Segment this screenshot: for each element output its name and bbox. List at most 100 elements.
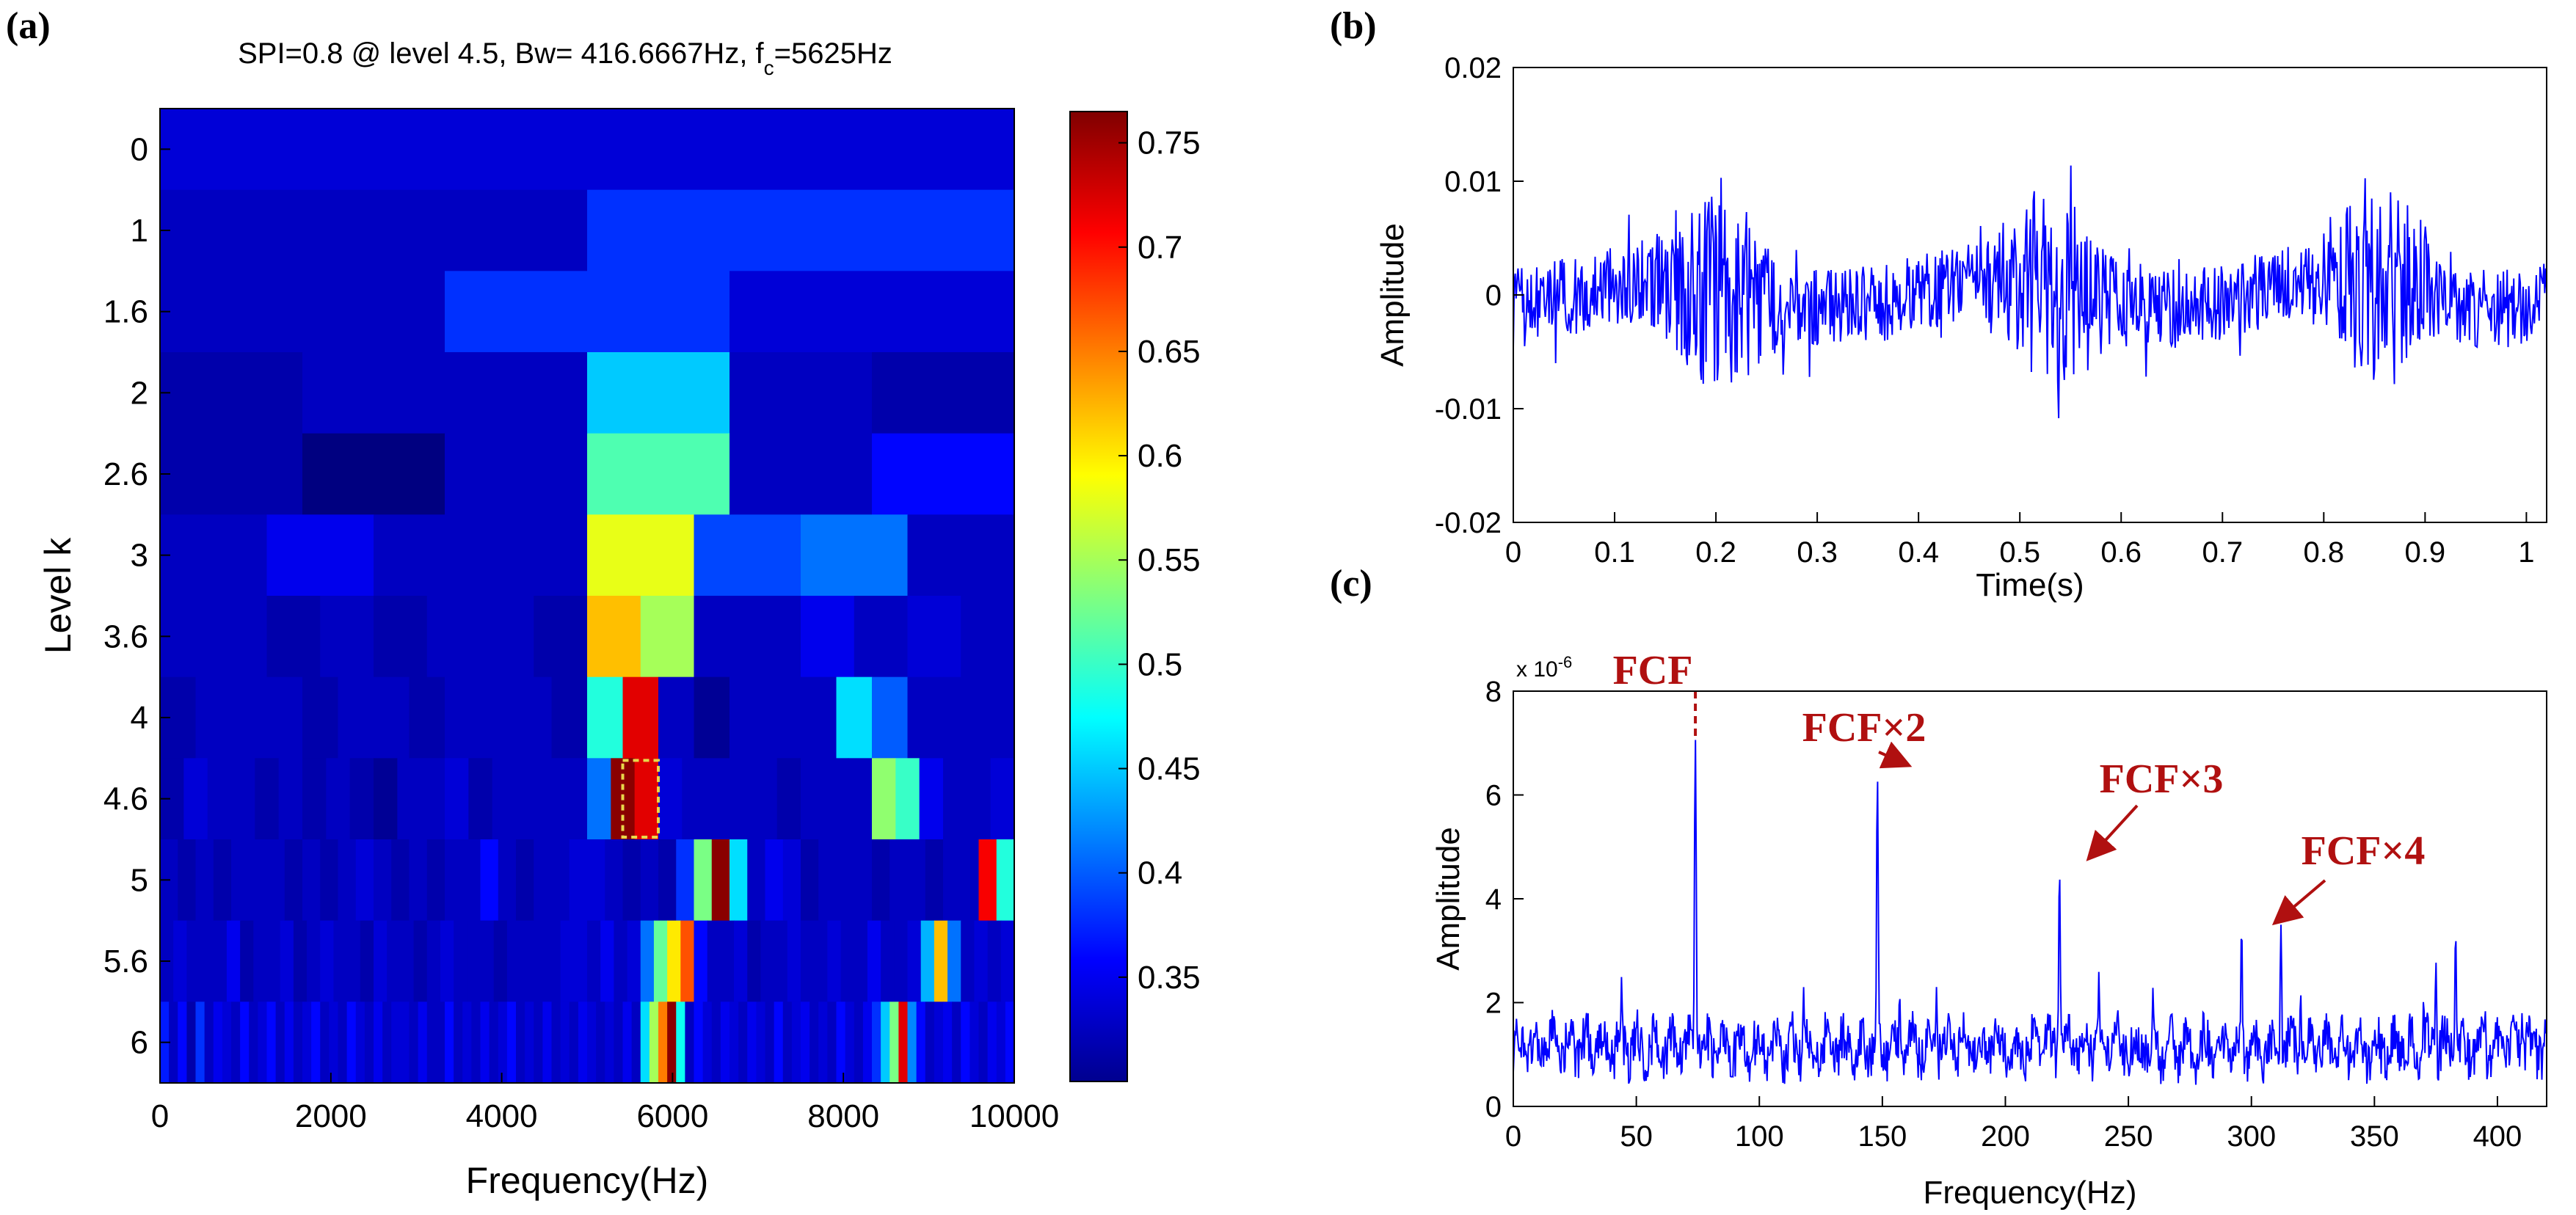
heatmap-y-tick-label: 3 — [131, 538, 148, 574]
heatmap-x-tick-label: 10000 — [969, 1098, 1059, 1134]
heatmap-cell — [186, 1001, 197, 1084]
spectrum-y-tick-label: 4 — [1485, 883, 1502, 916]
heatmap-cell — [848, 758, 873, 840]
heatmap-cell — [747, 596, 801, 678]
heatmap-cell — [560, 1001, 570, 1084]
heatmap-cell — [765, 1001, 775, 1084]
heatmap-cell — [747, 839, 766, 922]
heatmap-cell — [525, 1001, 534, 1084]
heatmap-cell — [634, 758, 659, 840]
spectrum-y-tick-label: 2 — [1485, 988, 1502, 1020]
heatmap-cell — [471, 1001, 481, 1084]
heatmap-x-tick-label: 6000 — [636, 1098, 708, 1134]
time-x-tick-label: 0.1 — [1594, 536, 1635, 569]
heatmap-cell — [231, 676, 268, 759]
spectrum-y-ticks: 0 2 4 6 8 — [1485, 676, 1524, 1123]
heatmap-x-tick-label: 2000 — [295, 1098, 367, 1134]
heatmap-cell — [302, 758, 327, 840]
heatmap-cell — [391, 1001, 401, 1084]
heatmap-y-tick-label: 2 — [131, 375, 148, 411]
heatmap-cell — [400, 1001, 410, 1084]
time-x-ticks: 0 0.1 0.2 0.3 0.4 0.5 0.6 0.7 0.8 0.9 1 — [1505, 512, 2535, 569]
heatmap-cell — [506, 1001, 517, 1084]
heatmap-cell — [311, 1001, 321, 1084]
heatmap-cell — [204, 1001, 214, 1084]
heatmap-cell — [498, 1001, 508, 1084]
heatmap-cell — [774, 920, 788, 1002]
heatmap-cell — [547, 920, 561, 1002]
arrow-fcf-x4 — [2271, 879, 2326, 926]
spectrum-y-tick-label: 8 — [1485, 676, 1502, 708]
heatmap-cell — [207, 758, 232, 840]
colorbar-tick-label: 0.7 — [1138, 230, 1182, 266]
heatmap-cell — [990, 758, 1015, 840]
heatmap-cell — [943, 758, 967, 840]
heatmap-cell — [854, 596, 909, 678]
heatmap-cell — [387, 920, 401, 1002]
time-x-tick-label: 0.2 — [1695, 536, 1736, 569]
heatmap-cell — [338, 1001, 348, 1084]
heatmap-cell — [872, 1001, 881, 1084]
heatmap-cell — [440, 920, 454, 1002]
heatmap-x-label: Frequency(Hz) — [466, 1160, 709, 1201]
heatmap-cell — [492, 758, 517, 840]
heatmap-cell — [275, 1001, 285, 1084]
heatmap-cell — [160, 189, 588, 271]
time-y-tick-label: -0.01 — [1435, 393, 1502, 426]
heatmap-cell — [729, 271, 1015, 353]
heatmap-cell — [462, 839, 481, 922]
heatmap-cell — [729, 1001, 739, 1084]
heatmap-cell — [587, 839, 605, 922]
heatmap-cell — [729, 676, 766, 759]
heatmap-cell — [738, 1001, 748, 1084]
heatmap-cell — [667, 920, 681, 1002]
heatmap-cell — [551, 676, 588, 759]
heatmap-cell — [346, 1001, 357, 1084]
heatmap-cell — [587, 433, 730, 515]
heatmap-x-tick-label: 8000 — [807, 1098, 879, 1134]
heatmap-cell — [707, 920, 721, 1002]
heatmap-cell — [445, 1001, 454, 1084]
time-y-tick-label: 0.02 — [1444, 52, 1502, 84]
heatmap-cell — [756, 1001, 766, 1084]
heatmap-cell — [360, 920, 374, 1002]
heatmap-cell — [801, 676, 837, 759]
heatmap-cell — [489, 1001, 499, 1084]
time-y-tick-label: -0.02 — [1435, 507, 1502, 539]
time-y-tick-label: 0 — [1485, 280, 1502, 312]
heatmap-cell — [605, 839, 624, 922]
heatmap-cell — [907, 596, 961, 678]
heatmap-cell — [1000, 920, 1015, 1002]
time-x-label: Time(s) — [1976, 567, 2084, 603]
heatmap-y-label: Level k — [37, 537, 79, 654]
heatmap-cell — [454, 920, 467, 1002]
heatmap-cell — [454, 1001, 463, 1084]
heatmap-cell — [734, 920, 748, 1002]
heatmap-cell — [978, 676, 1015, 759]
time-x-tick-label: 0.8 — [2304, 536, 2345, 569]
spectrum-y-tick-label: 6 — [1485, 780, 1502, 812]
heatmap-cell — [587, 1001, 597, 1084]
heatmap-y-tick-label: 1.6 — [103, 294, 148, 330]
heatmap-cell — [898, 1001, 909, 1084]
heatmap-cell — [222, 1001, 232, 1084]
heatmap-cell — [302, 1001, 312, 1084]
heatmap-cell — [961, 839, 980, 922]
heatmap-cell — [498, 839, 517, 922]
spectrum-x-tick-label: 300 — [2227, 1120, 2276, 1153]
heatmap-cell — [445, 758, 469, 840]
heatmap-cell — [195, 1001, 205, 1084]
heatmap-cell — [801, 920, 815, 1002]
heatmap-cell — [658, 1001, 668, 1084]
annotation-fcf: FCF — [1613, 648, 1693, 693]
heatmap-cell — [160, 514, 268, 596]
heatmap-cell — [827, 1001, 837, 1084]
heatmap-cell — [468, 758, 493, 840]
heatmap-cell — [943, 676, 980, 759]
time-y-label: Amplitude — [1375, 223, 1411, 367]
heatmap-y-tick-label: 6 — [131, 1025, 148, 1061]
heatmap-cell — [302, 433, 445, 515]
heatmap-cell — [302, 676, 339, 759]
spectrum-y-tick-label: 0 — [1485, 1091, 1502, 1123]
heatmap-cell — [183, 758, 208, 840]
